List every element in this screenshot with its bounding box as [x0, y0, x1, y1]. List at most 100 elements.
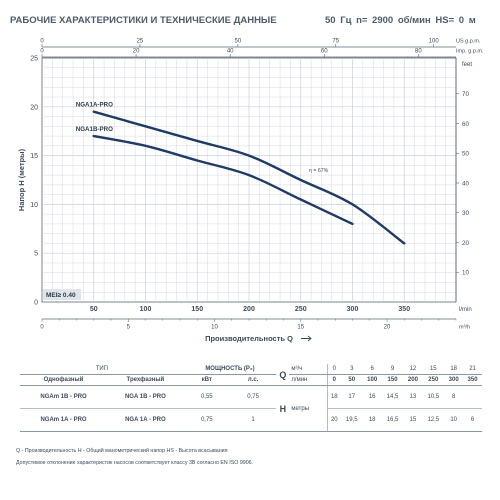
chart-marks: [92, 110, 406, 245]
mei-label: MEI≥ 0.40: [46, 292, 76, 299]
right-axis-unit: feet: [462, 62, 472, 68]
top-axis-us-gpm-tick-label: 75: [332, 39, 339, 45]
footer-tolerance: Допустимое отклонение характеристик насо…: [16, 460, 254, 466]
q-lmin-cell: 0: [326, 374, 341, 386]
x-axis-title: Производительность Q: [205, 334, 293, 343]
q-m3h-cell: 21: [463, 364, 482, 375]
x-axis-unit: l/min: [459, 307, 472, 313]
x-tick-label: 300: [347, 306, 359, 313]
q-unit-m3h: м³/ч: [289, 364, 328, 375]
technical-data-table: ТИП МОЩНОСТЬ (P₂) Q м³/ч 0 3 6 9 12 15 1…: [20, 364, 482, 432]
y-axis-title: Напор H (метры): [17, 148, 26, 211]
head-cell-1a: 19,5: [340, 408, 363, 432]
q-m3h-cell: 9: [381, 364, 404, 375]
q-lmin-cell: 350: [463, 374, 482, 386]
right-tick-label: 60: [462, 121, 469, 128]
y-tick-label: 20: [30, 104, 38, 111]
top-axis-imp-gpm-tick-label: 80: [415, 49, 422, 55]
head-cell-1a: 15: [403, 408, 423, 432]
top-axis-imp-gpm-tick-label: 0: [40, 49, 44, 55]
top-axis-us-gpm-tick-label: 0: [40, 39, 44, 45]
single-phase-header: Однофазный: [20, 374, 108, 386]
x-tick-label: 350: [398, 306, 410, 313]
head-cell-1a: 18: [362, 408, 382, 432]
top-axis-us-gpm-tick-label: 100: [429, 39, 440, 45]
efficiency-annotation: η = 67%: [309, 168, 329, 174]
head-cell-1b: 10,5: [422, 385, 445, 409]
q-letter: Q: [276, 364, 290, 386]
x-tick-label: 100: [140, 306, 152, 313]
q-lmin-cell: 250: [422, 374, 445, 386]
y-tick-label: 10: [30, 202, 38, 209]
right-tick-label: 20: [462, 240, 469, 247]
q-lmin-cell: 150: [381, 374, 404, 386]
head-cell-1a: 16,5: [381, 408, 404, 432]
series-label-nga1a-pro: NGA1A-PRO: [76, 102, 113, 109]
q-lmin-cell: 50: [340, 374, 363, 386]
q-m3h-cell: 3: [340, 364, 363, 375]
chart-grid: [41, 57, 457, 303]
h-letter: H: [276, 385, 290, 432]
three-phase-header: Трехфазный: [107, 374, 184, 386]
power-kw-1a: 0,75: [183, 408, 230, 432]
mei-badge: [43, 289, 81, 300]
model-three-1a: NGA 1A - PRO: [107, 408, 184, 432]
head-cell-1b: 8: [444, 385, 464, 409]
x-axis-arrow-icon: [301, 335, 312, 342]
right-tick-label: 50: [462, 151, 469, 158]
head-cell-1a: 20: [326, 408, 341, 432]
x-tick-label: 200: [243, 306, 255, 313]
bottom-axis-m3h-unit: m³/h: [459, 325, 470, 331]
head-cell-1a: 12,5: [422, 408, 445, 432]
top-axis-imp-gpm-unit: Imp. g.p.m.: [456, 49, 484, 55]
q-unit-lmin: л/мин: [289, 374, 328, 386]
y-tick-label: 0: [34, 300, 38, 307]
bottom-axis-m3h-tick-label: 10: [211, 325, 218, 331]
footer-legend: Q - Производительность H - Общий маномет…: [16, 448, 228, 454]
top-axis-us-gpm-tick-label: 25: [137, 39, 144, 45]
power-kw-1b: 0,55: [183, 385, 230, 409]
right-tick-label: 70: [462, 91, 469, 98]
top-axis-us-gpm-unit: US g.p.m.: [456, 39, 481, 45]
top-axis-imp-gpm-tick-label: 40: [227, 49, 234, 55]
q-lmin-cell: 300: [444, 374, 464, 386]
top-axis-imp-gpm-tick-label: 20: [133, 49, 140, 55]
q-m3h-cell: 18: [444, 364, 464, 375]
top-axis-us-gpm-tick-label: 50: [234, 39, 241, 45]
y-tick-label: 5: [34, 251, 38, 258]
series-label-nga1b-pro: NGA1B-PRO: [76, 126, 113, 133]
q-m3h-cell: 12: [403, 364, 423, 375]
model-single-1a: NGAm 1A - PRO: [20, 408, 108, 432]
q-m3h-cell: 15: [422, 364, 445, 375]
top-axis-imp-gpm-tick-label: 60: [321, 49, 328, 55]
head-cell-1a: 10: [444, 408, 464, 432]
power-header: МОЩНОСТЬ (P₂): [183, 364, 277, 375]
head-cell-1b: 17: [340, 385, 363, 409]
q-m3h-cell: 0: [326, 364, 341, 375]
model-single-1b: NGAm 1B - PRO: [20, 385, 108, 409]
head-cell-1b: 18: [326, 385, 341, 409]
curve-nga1a-pro: [92, 110, 406, 245]
head-cell-1b: [463, 385, 482, 409]
head-cell-1a: 6: [463, 408, 482, 432]
power-hp-1a: 1: [229, 408, 277, 432]
right-tick-label: 30: [462, 210, 469, 217]
power-hp-1b: 0,75: [229, 385, 277, 409]
curve-nga1b-pro: [92, 134, 354, 226]
head-cell-1b: 13: [403, 385, 423, 409]
kw-header: кВт: [183, 374, 230, 386]
x-tick-label: 50: [90, 306, 98, 313]
bottom-axis-m3h-tick-label: 5: [127, 325, 131, 331]
page-title: РАБОЧИЕ ХАРАКТЕРИСТИКИ И ТЕХНИЧЕСКИЕ ДАН…: [10, 15, 277, 26]
bottom-axis-m3h-tick-label: 20: [384, 325, 391, 331]
hp-header: л.с.: [229, 374, 277, 386]
right-tick-label: 40: [462, 180, 469, 187]
operating-conditions: 50 Гц n= 2900 об/мин HS= 0 м: [325, 15, 476, 26]
right-tick-label: 10: [462, 270, 469, 277]
y-tick-label: 25: [30, 56, 38, 63]
q-lmin-cell: 100: [362, 374, 382, 386]
type-header: ТИП: [20, 364, 184, 375]
x-tick-label: 150: [191, 306, 203, 313]
